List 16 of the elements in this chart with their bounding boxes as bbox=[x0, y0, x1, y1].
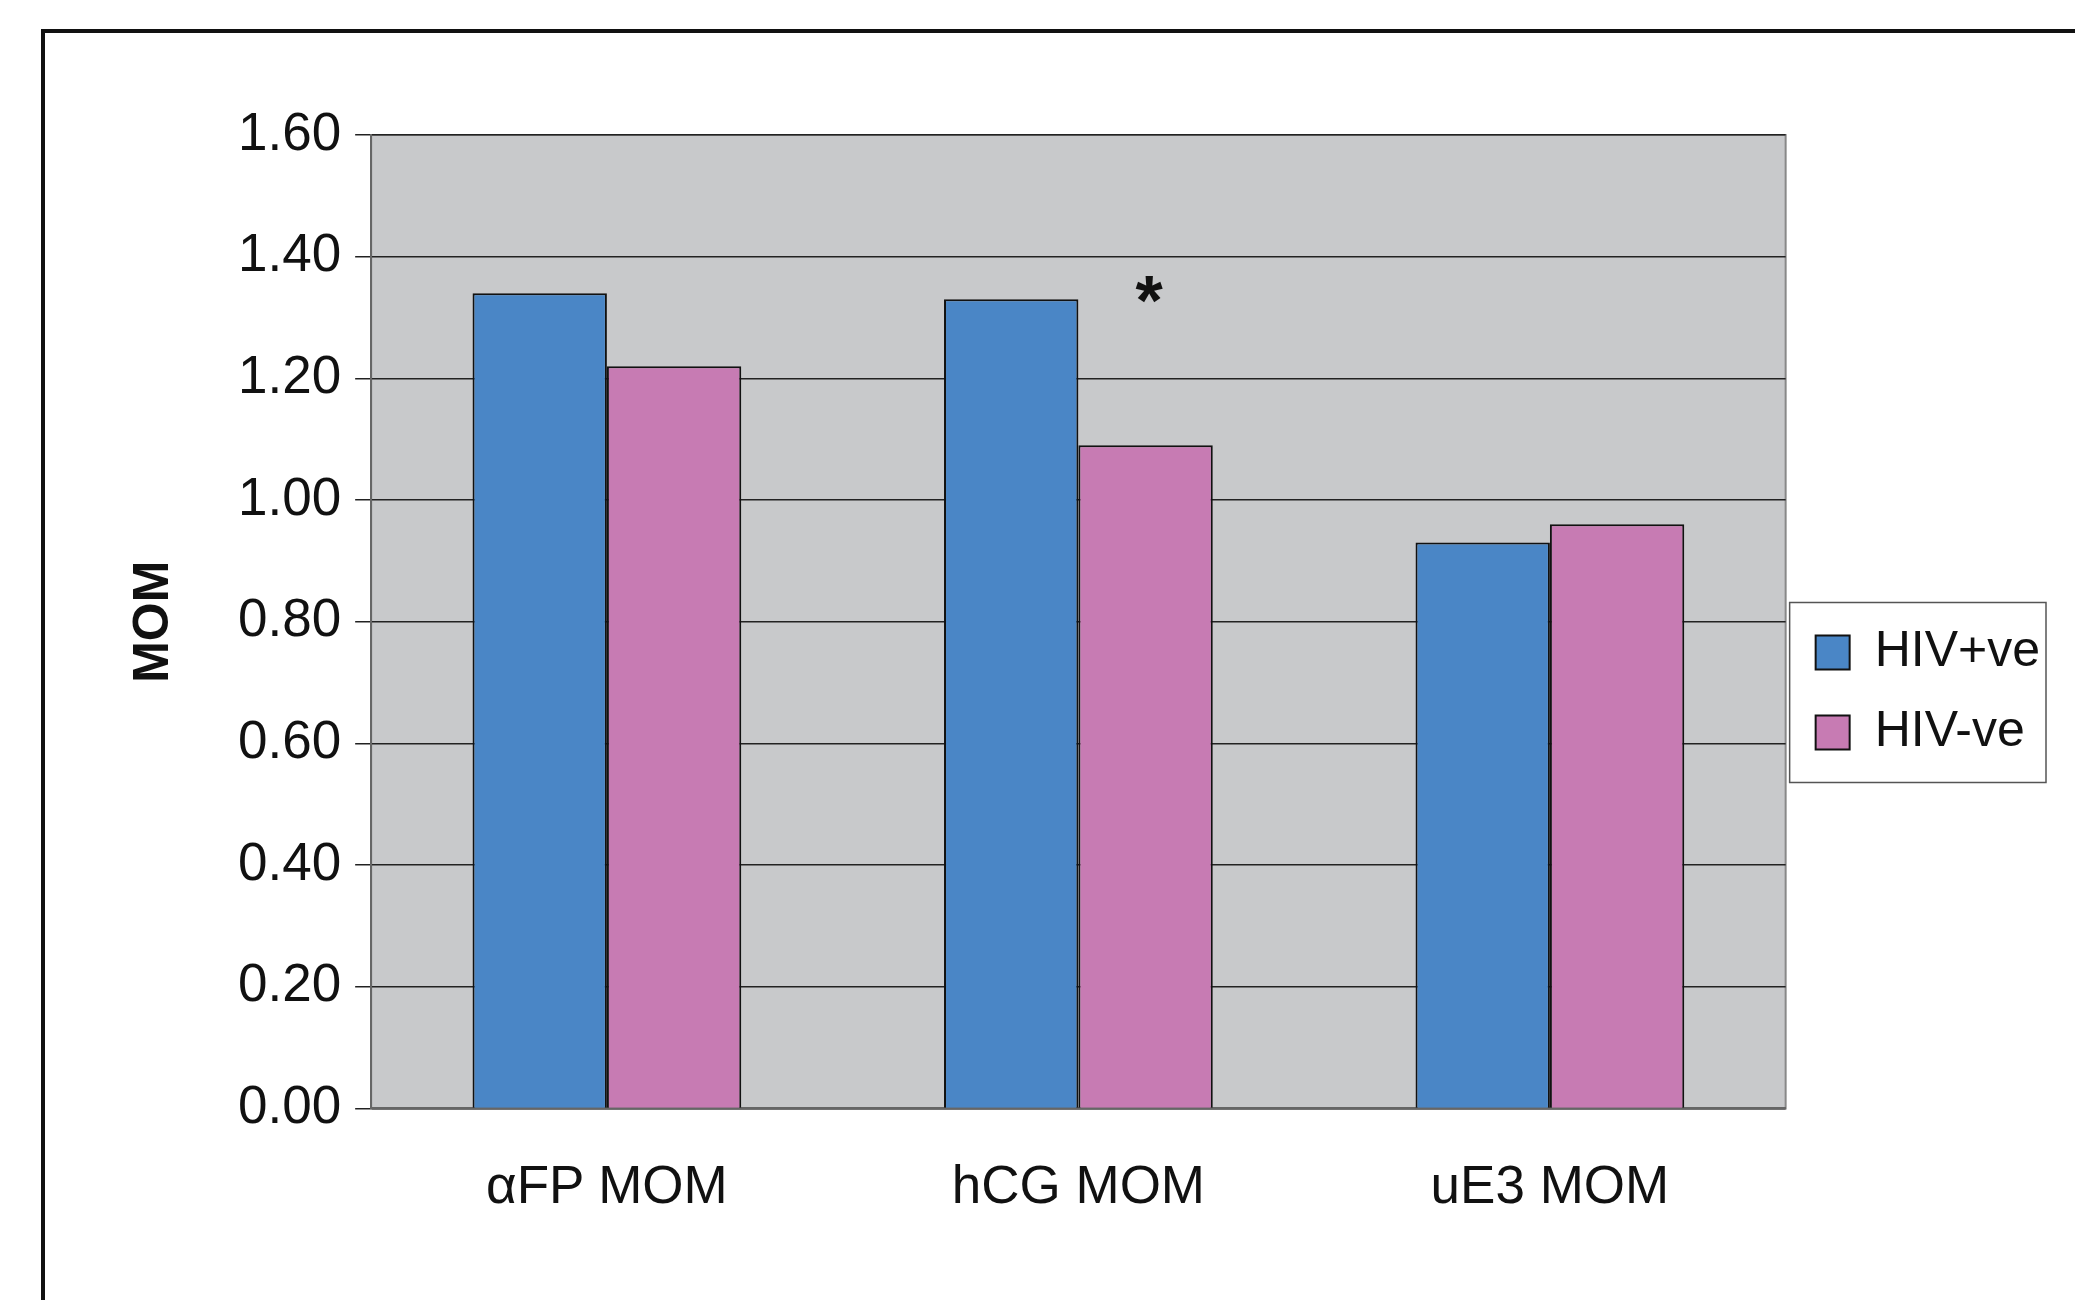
y-tick-label: 1.40 bbox=[238, 223, 342, 283]
legend-label: HIV-ve bbox=[1874, 701, 2025, 758]
y-tick-label: 0.80 bbox=[238, 588, 342, 648]
y-axis-title: MOM bbox=[122, 560, 179, 683]
legend-label: HIV+ve bbox=[1874, 621, 2040, 678]
y-tick-label: 0.20 bbox=[238, 953, 342, 1013]
x-tick-label: uE3 MOM bbox=[1430, 1154, 1670, 1214]
y-tick-label: 0.00 bbox=[238, 1075, 342, 1135]
x-tick-label: αFP MOM bbox=[486, 1154, 728, 1214]
y-tick-label: 1.60 bbox=[238, 101, 342, 161]
x-tick-label: hCG MOM bbox=[951, 1154, 1206, 1214]
y-tick-label: 1.20 bbox=[238, 344, 342, 404]
y-tick-label: 0.60 bbox=[238, 709, 342, 769]
y-tick-label: 1.00 bbox=[238, 466, 342, 526]
annotation: * bbox=[1135, 261, 1164, 340]
y-tick-label: 0.40 bbox=[238, 831, 342, 891]
